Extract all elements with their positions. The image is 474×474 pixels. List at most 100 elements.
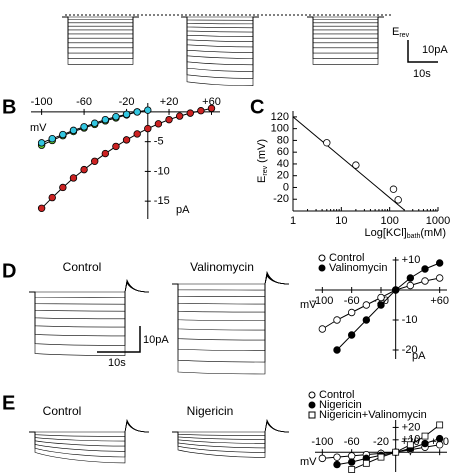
trace [181, 16, 259, 29]
marker [101, 149, 110, 158]
trace [29, 281, 150, 337]
y-axis-label: Erev (mV) [256, 139, 269, 183]
trace [62, 16, 139, 49]
y-tick-label: +10 [402, 254, 421, 266]
trace [29, 282, 150, 356]
trace [62, 16, 139, 31]
trace [307, 16, 384, 49]
x-tick-label: +20 [160, 96, 179, 108]
marker [318, 325, 327, 333]
marker [122, 110, 131, 119]
marker [352, 161, 360, 169]
x-tick-label: 1 [290, 215, 296, 227]
scale-bar [97, 326, 141, 353]
x-axis-label: mV [300, 456, 317, 468]
y-tick-label: -20 [273, 193, 289, 205]
marker [435, 434, 444, 443]
trace [62, 16, 139, 39]
trace [172, 273, 290, 322]
marker [207, 104, 216, 113]
erev-main: E [392, 26, 399, 38]
trace [172, 421, 290, 458]
y-tick-label: -15 [154, 195, 170, 207]
panel-label: B [2, 96, 16, 118]
legend-marker [308, 411, 316, 419]
marker [394, 196, 402, 204]
traces [29, 16, 384, 464]
x-tick-label: 100 [380, 215, 398, 227]
scale-y: 10pA [422, 44, 448, 56]
x-axis-label: Log[KCl]bath(mM) [365, 227, 446, 240]
trace [307, 16, 384, 27]
marker [80, 123, 88, 131]
trace [172, 418, 290, 433]
marker [59, 183, 67, 192]
marker [144, 106, 152, 114]
y-axis-label: pA [176, 204, 190, 216]
marker [333, 346, 341, 354]
trace [172, 273, 290, 341]
marker [80, 165, 88, 174]
trace [29, 418, 150, 433]
trace [29, 419, 150, 437]
marker [323, 139, 331, 147]
trace-label: Control [63, 260, 102, 274]
marker [421, 439, 429, 448]
marker [333, 316, 341, 324]
x-tick-label: +60 [202, 96, 221, 108]
marker [101, 115, 110, 124]
marker [377, 293, 385, 302]
x-tick-label: 1000 [426, 215, 450, 227]
series-line [292, 116, 405, 211]
y-tick-label: +20 [402, 421, 421, 433]
legend-marker [318, 264, 326, 272]
y-label-sub: rev [262, 165, 269, 175]
legend-label: Control [319, 389, 354, 401]
trace [307, 16, 384, 59]
x-label-rest: (mM) [420, 227, 446, 239]
marker [133, 130, 141, 138]
x-tick-label: -20 [119, 96, 135, 108]
scale-bar [407, 40, 438, 63]
trace [29, 278, 150, 293]
marker [435, 441, 444, 449]
trace [29, 279, 150, 305]
trace [172, 274, 290, 363]
y-label-main: E [256, 176, 268, 183]
marker [186, 109, 194, 117]
legend-label: Valinomycin [329, 262, 388, 274]
trace-label: Control [43, 404, 82, 418]
marker [362, 459, 370, 467]
y-tick-label: 120 [271, 111, 289, 123]
x-tick-label: -20 [373, 436, 389, 448]
trace-label: Valinomycin [190, 260, 254, 274]
marker [348, 466, 356, 473]
trace [307, 16, 384, 21]
marker [421, 277, 429, 285]
marker [421, 432, 429, 440]
panel-label: E [2, 392, 15, 414]
x-tick-label: -60 [344, 295, 360, 307]
legend-marker [318, 254, 326, 262]
legend-label: Nigericin+Valinomycin [319, 409, 427, 421]
trace [172, 275, 290, 375]
marker [91, 119, 99, 127]
y-tick-label: 40 [277, 158, 289, 170]
marker [197, 107, 205, 115]
marker [318, 454, 327, 463]
panel-label: D [2, 260, 16, 282]
x-axis-label: mV [30, 122, 47, 134]
marker [69, 126, 78, 135]
marker [421, 265, 429, 273]
marker [112, 142, 120, 151]
x-label-sub: bath [407, 233, 421, 240]
x-label-main: Log[KCl] [365, 227, 407, 239]
trace [181, 16, 259, 86]
y-tick-label: 60 [277, 146, 289, 158]
x-axis-label: mV [300, 299, 317, 311]
legend-marker [308, 391, 316, 399]
y-label-rest: (mV) [256, 139, 268, 166]
scale-y: 10pA [143, 334, 169, 346]
marker [133, 108, 141, 116]
